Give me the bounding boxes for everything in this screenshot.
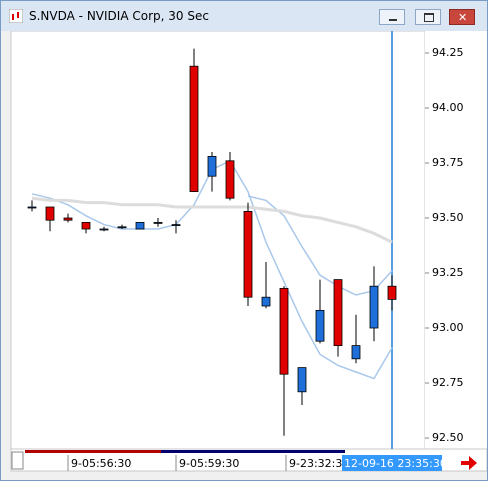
candle-body bbox=[45, 206, 55, 221]
candle-body bbox=[351, 345, 361, 360]
app-icon bbox=[9, 9, 23, 23]
candle-body bbox=[297, 367, 307, 393]
overlay-line bbox=[31, 196, 393, 244]
plot-area bbox=[10, 31, 426, 450]
candle-body bbox=[315, 309, 325, 342]
x-tick-label: 12-09-16 23:35:30 bbox=[344, 457, 447, 470]
candle-body bbox=[333, 279, 343, 347]
y-tick-label: 92.75 bbox=[432, 376, 464, 389]
scroll-right-arrow[interactable] bbox=[461, 456, 477, 470]
candle-body bbox=[279, 287, 289, 375]
y-tick-label: 92.50 bbox=[432, 431, 464, 444]
candle-body bbox=[81, 221, 91, 230]
x-label-highlight bbox=[342, 455, 442, 471]
y-axis-area bbox=[425, 31, 487, 449]
minimize-button[interactable] bbox=[379, 9, 405, 25]
candle-body bbox=[261, 296, 271, 307]
candle-body bbox=[27, 206, 37, 209]
candle-body bbox=[189, 65, 199, 193]
y-tick-label: 93.50 bbox=[432, 211, 464, 224]
candle-body bbox=[207, 156, 217, 177]
title-bar: S.NVDA - NVIDIA Corp, 30 Sec ✕ bbox=[1, 1, 487, 31]
x-tick-label: 9-05:56:30 bbox=[71, 457, 131, 470]
candle-body bbox=[117, 226, 127, 229]
y-tick-label: 93.75 bbox=[432, 156, 464, 169]
candle-body bbox=[225, 160, 235, 199]
y-tick-label: 94.00 bbox=[432, 101, 464, 114]
x-tick-label: 9-05:59:30 bbox=[179, 457, 239, 470]
scroll-stripe bbox=[161, 450, 345, 453]
overlay-line bbox=[247, 195, 393, 296]
candle-body bbox=[243, 210, 253, 298]
close-button[interactable]: ✕ bbox=[449, 9, 475, 25]
candle-body bbox=[63, 217, 73, 221]
maximize-button[interactable] bbox=[415, 9, 441, 25]
y-tick-label: 93.25 bbox=[432, 266, 464, 279]
candle-body bbox=[171, 224, 181, 227]
x-tick-label: 9-23:32:30 bbox=[289, 457, 349, 470]
candle-body bbox=[135, 221, 145, 230]
chart: 92.50 92.75 93.00 93.25 93.50 93.75 94.00 94.25… bbox=[10, 31, 487, 472]
window-title: S.NVDA - NVIDIA Corp, 30 Sec bbox=[29, 9, 209, 23]
candle-body bbox=[387, 285, 397, 300]
scroll-handle[interactable] bbox=[11, 451, 24, 470]
y-tick-label: 93.00 bbox=[432, 321, 464, 334]
candle-body bbox=[153, 221, 163, 224]
candle-body bbox=[369, 285, 379, 329]
y-tick-label: 94.25 bbox=[432, 46, 464, 59]
candle-body bbox=[99, 228, 109, 231]
